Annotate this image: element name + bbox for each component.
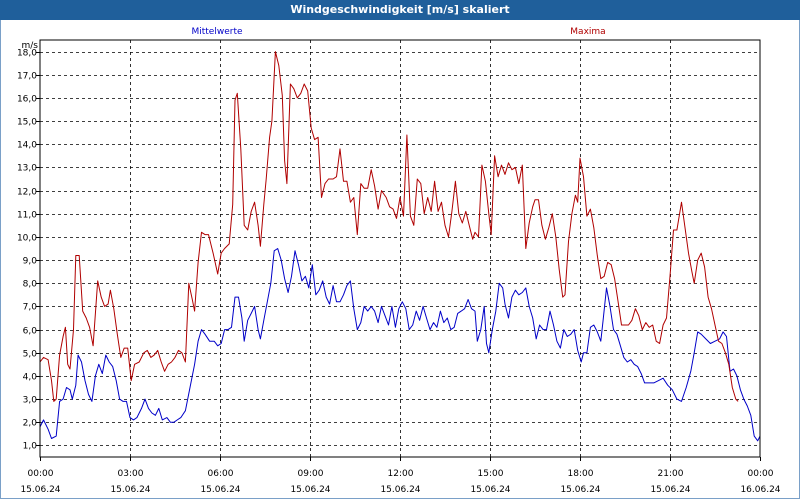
y-tick-label: 14,0	[17, 141, 37, 151]
y-tick-label: 9,0	[23, 257, 38, 267]
y-tick-label: 18,0	[17, 49, 37, 59]
x-tick-date: 15.06.24	[380, 485, 420, 495]
x-tick-date: 15.06.24	[290, 485, 330, 495]
x-tick-time: 18:00	[568, 469, 594, 479]
y-axis-label: m/s	[22, 41, 39, 51]
x-tick-date: 15.06.24	[560, 485, 600, 495]
y-tick-label: 1,0	[23, 442, 38, 452]
x-tick-date: 15.06.24	[200, 485, 240, 495]
x-tick-time: 15:00	[478, 469, 504, 479]
x-tick-time: 00:00	[28, 469, 54, 479]
series-line-mittelwerte	[39, 248, 761, 442]
y-tick-label: 6,0	[23, 327, 38, 337]
y-tick-label: 7,0	[23, 303, 38, 313]
x-tick-date: 15.06.24	[110, 485, 150, 495]
y-tick-label: 8,0	[23, 280, 38, 290]
x-tick-date: 16.06.24	[740, 485, 780, 495]
y-tick-label: 16,0	[17, 95, 37, 105]
x-tick-date: 15.06.24	[470, 485, 510, 495]
x-tick-date: 15.06.24	[20, 485, 60, 495]
y-tick-label: 12,0	[17, 188, 37, 198]
x-tick-time: 00:00	[748, 469, 774, 479]
y-tick-label: 15,0	[17, 118, 37, 128]
chart-title: Windgeschwindigkeit [m/s] skaliert	[0, 0, 800, 20]
x-tick-time: 06:00	[208, 469, 234, 479]
x-tick-time: 03:00	[118, 469, 144, 479]
y-tick-label: 11,0	[17, 211, 37, 221]
x-tick-time: 21:00	[658, 469, 684, 479]
y-tick-label: 2,0	[23, 419, 38, 429]
plot-border	[39, 39, 761, 458]
grid-lines	[40, 40, 760, 457]
y-tick-label: 5,0	[23, 350, 38, 360]
legend-mittelwerte: Mittelwerte	[191, 27, 242, 37]
x-tick-time: 09:00	[298, 469, 324, 479]
y-tick-label: 3,0	[23, 396, 38, 406]
y-tick-label: 4,0	[23, 373, 38, 383]
legend-maxima: Maxima	[570, 27, 605, 37]
series-line-maxima	[39, 51, 739, 402]
x-tick-date: 15.06.24	[650, 485, 690, 495]
y-tick-label: 17,0	[17, 72, 37, 82]
y-tick-label: 13,0	[17, 164, 37, 174]
axes: 1,0 2,0 3,0 4,0 5,0 6,0 7,0 8,0 9,0 10,0 11,0 12,0 1…	[17, 39, 781, 495]
x-tick-time: 12:00	[388, 469, 414, 479]
y-tick-label: 10,0	[17, 234, 37, 244]
series-layer	[39, 51, 761, 442]
